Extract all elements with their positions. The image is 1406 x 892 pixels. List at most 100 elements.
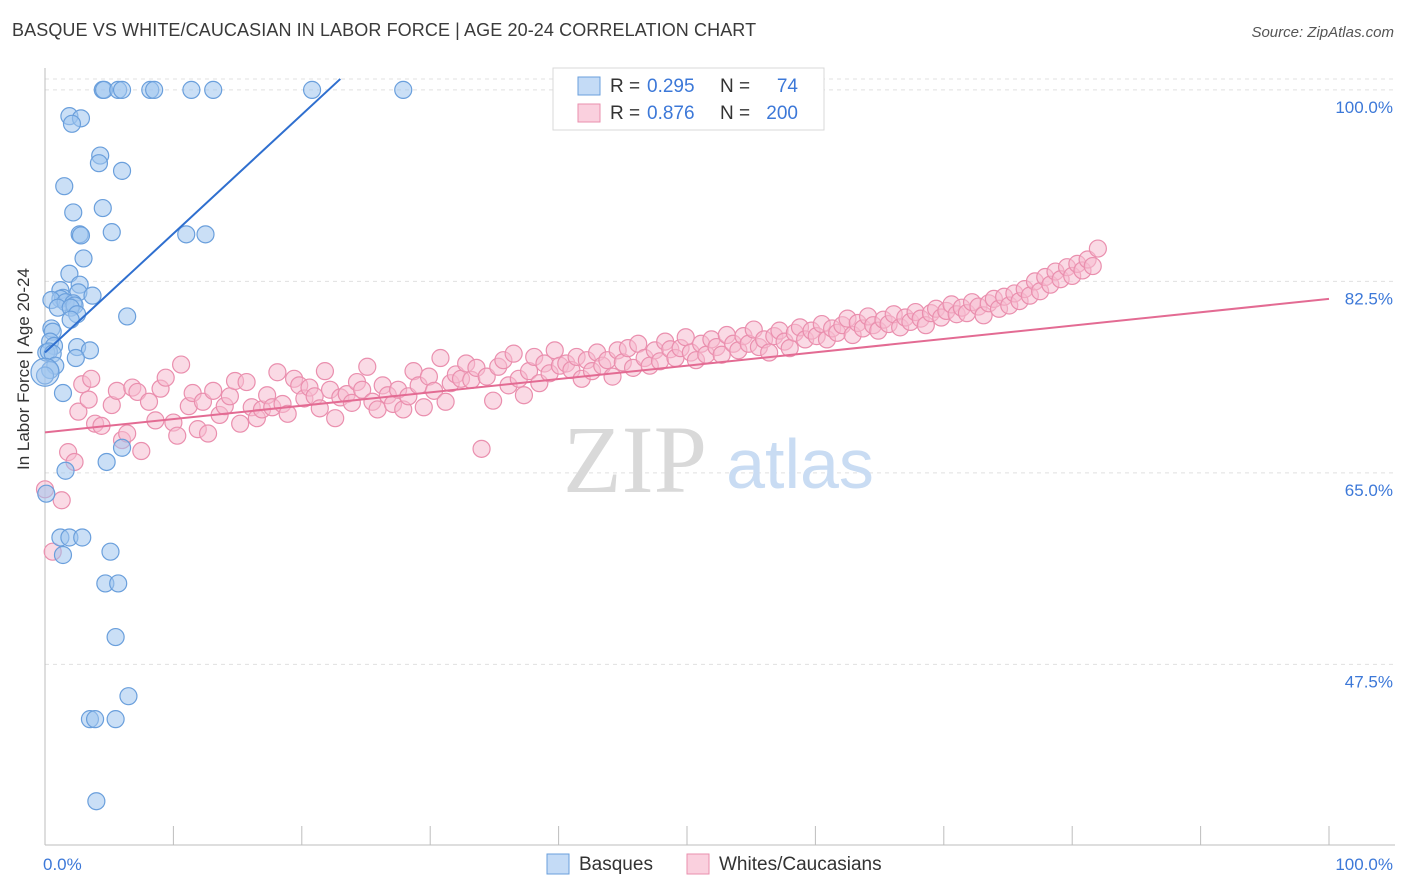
whites-point — [1083, 256, 1102, 276]
whites-point — [79, 390, 98, 409]
watermark-atlas: atlas — [726, 425, 874, 503]
whites-point — [69, 402, 88, 421]
stats-n-value-basques: 74 — [777, 76, 799, 97]
basques-point — [106, 627, 125, 647]
grid-lines — [45, 78, 1395, 665]
whites-point — [414, 398, 433, 417]
basques-point — [53, 545, 73, 565]
stats-swatch-whites — [577, 103, 601, 123]
stats-n-label-whites: N = — [720, 103, 750, 124]
y-tick-label: 82.5% — [1345, 289, 1393, 308]
basques-point — [101, 542, 120, 561]
whites-trend-line — [44, 297, 1330, 434]
whites-point — [712, 345, 731, 364]
basques-point — [53, 383, 73, 403]
whites-point — [139, 392, 159, 411]
legend-label-whites: Whites/Caucasians — [719, 854, 882, 875]
basques-point — [109, 574, 128, 593]
whites-point — [198, 424, 218, 443]
whites-point — [504, 344, 523, 363]
basques-point — [66, 348, 85, 368]
stats-n-value-whites: 200 — [766, 103, 798, 124]
basques-point — [35, 366, 55, 385]
basques-point — [56, 461, 75, 480]
basques-point — [71, 226, 91, 245]
basques-point — [61, 310, 80, 329]
whites-point — [168, 426, 187, 445]
y-tick-label: 47.5% — [1345, 672, 1393, 691]
x-tick-label: 100.0% — [1335, 855, 1393, 874]
chart-title: BASQUE VS WHITE/CAUCASIAN IN LABOR FORCE… — [12, 20, 757, 40]
legend-swatch-basques — [546, 853, 570, 875]
basques-point — [118, 307, 137, 326]
basques-point — [85, 710, 105, 729]
legend-swatch-whites — [686, 853, 710, 875]
watermark-zip: ZIP — [563, 406, 707, 513]
basques-point — [80, 341, 100, 360]
basques-point — [102, 223, 121, 242]
whites-point — [545, 341, 564, 360]
basques-point — [145, 80, 164, 99]
basques-point — [394, 80, 413, 99]
source-credit: Source: ZipAtlas.com — [1251, 24, 1394, 41]
trend-lines — [44, 78, 1330, 434]
basques-point — [112, 80, 132, 99]
basques-point — [106, 710, 125, 729]
whites-point — [431, 348, 450, 368]
whites-point — [358, 357, 377, 376]
whites-point — [1088, 239, 1107, 258]
whites-point — [107, 381, 127, 400]
whites-point — [237, 372, 256, 392]
stats-r-label-basques: R = — [610, 76, 640, 97]
legend-label-basques: Basques — [579, 854, 653, 875]
stats-r-value-whites: 0.876 — [647, 103, 695, 124]
whites-point — [603, 367, 622, 386]
basques-point — [97, 452, 116, 472]
basques-point — [182, 80, 201, 99]
whites-point — [472, 439, 491, 458]
basques-point — [37, 484, 56, 503]
whites-point — [484, 391, 503, 410]
whites-point — [268, 363, 287, 382]
basques-point — [302, 80, 322, 99]
whites-point — [315, 362, 335, 381]
whites-point — [231, 414, 250, 433]
basques-point — [74, 249, 93, 268]
stats-r-value-basques: 0.295 — [647, 76, 695, 97]
whites-point — [156, 368, 175, 387]
stats-n-label-basques: N = — [720, 76, 750, 97]
whites-point — [132, 441, 151, 461]
whites-point — [278, 404, 297, 423]
whites-point — [477, 367, 496, 386]
basques-point — [83, 286, 102, 305]
y-axis-title: In Labor Force | Age 20-24 — [14, 268, 33, 470]
stats-swatch-basques — [577, 76, 601, 96]
y-axis-title-wrap: In Labor Force | Age 20-24 — [14, 268, 34, 470]
basques-point — [204, 80, 223, 99]
whites-point — [514, 386, 534, 405]
scatter-points — [30, 80, 1107, 811]
stats-r-label-whites: R = — [610, 103, 640, 124]
basques-point — [89, 154, 109, 173]
whites-point — [368, 400, 387, 419]
whites-point — [436, 392, 455, 411]
basques-point — [55, 177, 74, 196]
whites-point — [128, 382, 147, 402]
watermark: ZIP atlas — [563, 406, 874, 513]
basques-point — [112, 161, 132, 180]
whites-point — [676, 328, 695, 347]
y-tick-label: 100.0% — [1335, 98, 1393, 117]
basques-point — [112, 438, 132, 457]
legend: Basques Whites/Caucasians — [546, 853, 882, 875]
basques-point — [64, 203, 83, 222]
y-tick-label: 65.0% — [1345, 481, 1393, 500]
basques-point — [30, 357, 60, 387]
basques-point — [119, 687, 138, 706]
basques-point — [196, 225, 215, 244]
tick-labels: 47.5% 65.0% 82.5% 100.0% 0.0% 100.0% — [43, 98, 1393, 874]
basques-point — [73, 528, 92, 547]
whites-point — [82, 369, 101, 388]
basques-point — [87, 792, 106, 811]
whites-point — [342, 393, 361, 412]
